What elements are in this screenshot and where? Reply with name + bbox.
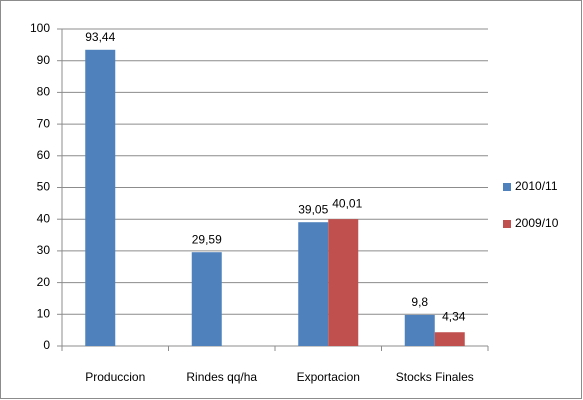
y-tick-label: 70 [37,116,51,130]
y-tick-label: 20 [37,275,51,289]
data-label: 40,01 [332,196,362,210]
x-tick-label: Produccion [85,370,145,384]
y-tick-label: 30 [37,243,51,257]
y-tick-label: 80 [37,85,51,99]
bar [85,49,116,347]
y-tick-label: 90 [37,53,51,67]
data-label: 4,34 [442,309,466,323]
data-label: 93,44 [85,30,115,44]
data-label: 29,59 [192,232,222,246]
y-tick-label: 100 [30,21,50,35]
bar [434,332,465,346]
x-tick-label: Rindes qq/ha [186,370,257,384]
bar [298,222,329,346]
y-tick-label: 50 [37,180,51,194]
x-tick-label: Exportacion [297,370,360,384]
legend-label: 2010/11 [515,179,558,193]
bar [191,252,222,346]
y-tick-label: 0 [43,338,50,352]
legend-swatch [503,183,511,191]
y-tick-label: 60 [37,148,51,162]
legend-label: 2009/10 [515,216,559,230]
data-label: 39,05 [298,202,328,216]
bar [404,314,435,346]
y-tick-label: 10 [37,306,51,320]
y-tick-label: 40 [37,211,51,225]
legend-swatch [503,220,511,228]
bar [328,219,359,346]
x-tick-label: Stocks Finales [396,370,474,384]
data-label: 9,8 [411,295,428,309]
